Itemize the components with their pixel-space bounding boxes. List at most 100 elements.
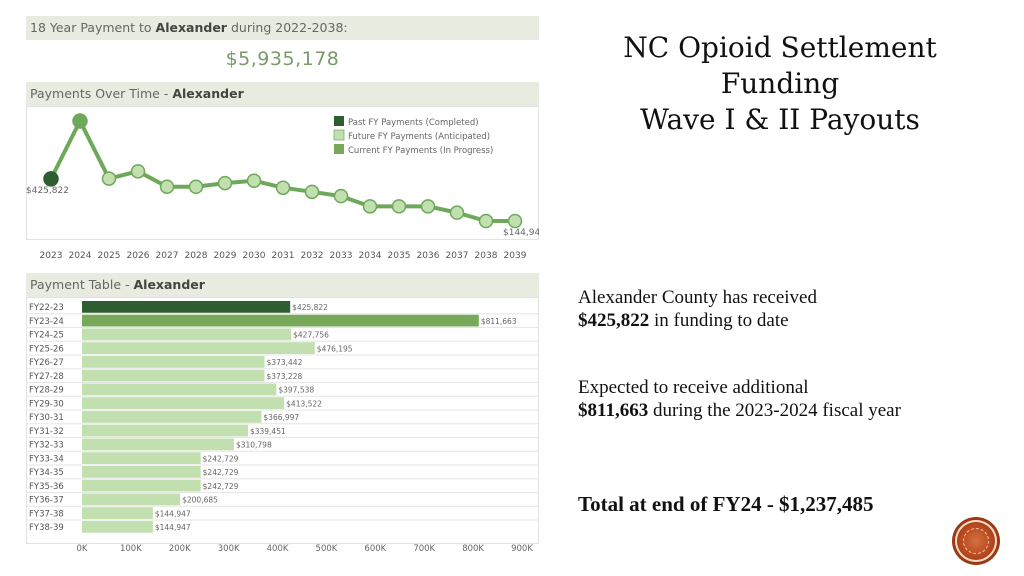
value-label-FY34-35: $242,729 bbox=[203, 468, 239, 477]
expected-paragraph: Expected to receive additional $811,663 … bbox=[578, 376, 978, 422]
x-tick-2036: 2036 bbox=[417, 251, 440, 261]
header-county: Alexander bbox=[172, 86, 244, 101]
bar-FY32-33 bbox=[82, 438, 234, 451]
x-tick-700K: 700K bbox=[413, 544, 435, 554]
value-label-FY22-23: $425,822 bbox=[292, 303, 328, 312]
legend-swatch-future bbox=[333, 129, 345, 141]
x-tick-400K: 400K bbox=[267, 544, 289, 554]
point-2024 bbox=[72, 113, 88, 129]
x-tick-900K: 900K bbox=[511, 544, 533, 554]
expected-rest: during the 2023-2024 fiscal year bbox=[648, 400, 901, 421]
point-2028 bbox=[188, 179, 204, 195]
point-2037 bbox=[449, 205, 465, 220]
point-2036 bbox=[420, 199, 436, 214]
category-label-FY28-29: FY28-29 bbox=[29, 386, 64, 396]
category-label-FY25-26: FY25-26 bbox=[29, 344, 64, 354]
value-label-FY37-38: $144,947 bbox=[155, 509, 191, 518]
seal-logo bbox=[955, 520, 997, 562]
bar-chart-header: Payment Table - Alexander bbox=[26, 273, 539, 297]
legend-label-current: Current FY Payments (In Progress) bbox=[348, 146, 493, 156]
title-line-3: Wave I & II Payouts bbox=[640, 103, 920, 136]
bar-FY24-25 bbox=[82, 328, 292, 341]
legend-swatch-past bbox=[334, 116, 344, 126]
received-paragraph: Alexander County has received $425,822 i… bbox=[578, 286, 978, 332]
bar-FY30-31 bbox=[82, 411, 262, 423]
value-label-FY31-32: $339,451 bbox=[250, 427, 286, 436]
first-value-label: $425,822 bbox=[26, 186, 69, 196]
header-prefix: Payments Over Time - bbox=[30, 86, 173, 101]
value-label-FY28-29: $397,538 bbox=[278, 386, 314, 395]
category-label-FY22-23: FY22-23 bbox=[29, 303, 64, 313]
title-line-1: NC Opioid Settlement bbox=[623, 31, 937, 64]
bar-FY33-34 bbox=[82, 452, 201, 464]
category-label-FY24-25: FY24-25 bbox=[29, 331, 64, 341]
value-label-FY24-25: $427,756 bbox=[293, 331, 329, 340]
category-label-FY36-37: FY36-37 bbox=[29, 496, 64, 506]
x-tick-2023: 2023 bbox=[40, 251, 63, 261]
x-tick-2025: 2025 bbox=[98, 251, 121, 261]
point-2023 bbox=[43, 171, 59, 187]
x-tick-800K: 800K bbox=[462, 544, 484, 554]
header-prefix: Payment Table - bbox=[30, 277, 134, 292]
bar-FY38-39 bbox=[82, 521, 153, 533]
x-tick-2034: 2034 bbox=[359, 251, 382, 261]
value-label-FY35-36: $242,729 bbox=[203, 482, 239, 491]
bar-FY31-32 bbox=[82, 424, 248, 437]
last-value-label: $144,947 bbox=[503, 228, 539, 238]
point-2027 bbox=[159, 179, 175, 194]
title-line-2: Funding bbox=[720, 67, 840, 100]
point-2029 bbox=[217, 175, 233, 191]
x-tick-2031: 2031 bbox=[272, 251, 295, 261]
x-tick-100K: 100K bbox=[120, 544, 142, 554]
expected-line-1: Expected to receive additional bbox=[578, 377, 809, 398]
point-2032 bbox=[304, 184, 320, 200]
total-payment-value: $5,935,178 bbox=[225, 48, 340, 70]
point-2039 bbox=[507, 213, 523, 229]
bar-FY37-38 bbox=[82, 507, 153, 519]
received-amount: $425,822 bbox=[578, 310, 650, 331]
value-label-FY38-39: $144,947 bbox=[155, 523, 191, 532]
bar-FY25-26 bbox=[82, 342, 315, 354]
point-2026 bbox=[130, 164, 146, 179]
category-label-FY34-35: FY34-35 bbox=[29, 468, 64, 478]
category-label-FY37-38: FY37-38 bbox=[29, 509, 64, 519]
value-label-FY33-34: $242,729 bbox=[203, 454, 239, 463]
x-tick-300K: 300K bbox=[218, 544, 240, 554]
header-suffix: during 2022-2038: bbox=[226, 20, 348, 35]
category-label-FY27-28: FY27-28 bbox=[29, 372, 64, 382]
slide-title: NC Opioid Settlement Funding Wave I & II… bbox=[560, 30, 1000, 138]
bar-FY35-36 bbox=[82, 479, 201, 492]
value-label-FY26-27: $373,442 bbox=[267, 358, 303, 367]
value-label-FY30-31: $366,997 bbox=[263, 413, 299, 422]
bar-FY28-29 bbox=[82, 383, 277, 396]
bar-FY36-37 bbox=[82, 493, 181, 506]
x-tick-2037: 2037 bbox=[446, 251, 469, 261]
x-tick-2038: 2038 bbox=[475, 251, 498, 261]
category-label-FY30-31: FY30-31 bbox=[29, 413, 64, 423]
bar-FY23-24 bbox=[82, 314, 479, 327]
point-2025 bbox=[101, 171, 117, 186]
header-county: Alexander bbox=[133, 277, 205, 292]
bar-FY27-28 bbox=[82, 369, 265, 382]
expected-amount: $811,663 bbox=[578, 400, 649, 421]
bar-FY26-27 bbox=[82, 356, 265, 368]
payment-table-chart: FY22-23 $425,822 FY23-24 $811,663 FY24-25 $42… bbox=[26, 297, 539, 554]
category-label-FY38-39: FY38-39 bbox=[29, 523, 64, 533]
category-label-FY32-33: FY32-33 bbox=[29, 441, 64, 451]
point-2030 bbox=[246, 173, 262, 188]
value-label-FY29-30: $413,522 bbox=[286, 399, 322, 408]
x-tick-2028: 2028 bbox=[185, 251, 208, 261]
received-rest: in funding to date bbox=[649, 310, 789, 331]
header-prefix: 18 Year Payment to bbox=[30, 20, 156, 35]
total-paragraph: Total at end of FY24 - $1,237,485 bbox=[578, 492, 874, 516]
x-tick-600K: 600K bbox=[364, 544, 386, 554]
category-label-FY31-32: FY31-32 bbox=[29, 427, 64, 437]
value-label-FY23-24: $811,663 bbox=[481, 317, 517, 326]
value-label-FY25-26: $476,195 bbox=[317, 344, 353, 353]
category-label-FY35-36: FY35-36 bbox=[29, 482, 64, 492]
point-2038 bbox=[478, 213, 494, 229]
value-label-FY32-33: $310,798 bbox=[236, 441, 272, 450]
category-label-FY33-34: FY33-34 bbox=[29, 454, 64, 464]
bar-FY29-30 bbox=[82, 397, 285, 409]
value-label-FY27-28: $373,228 bbox=[266, 372, 302, 381]
